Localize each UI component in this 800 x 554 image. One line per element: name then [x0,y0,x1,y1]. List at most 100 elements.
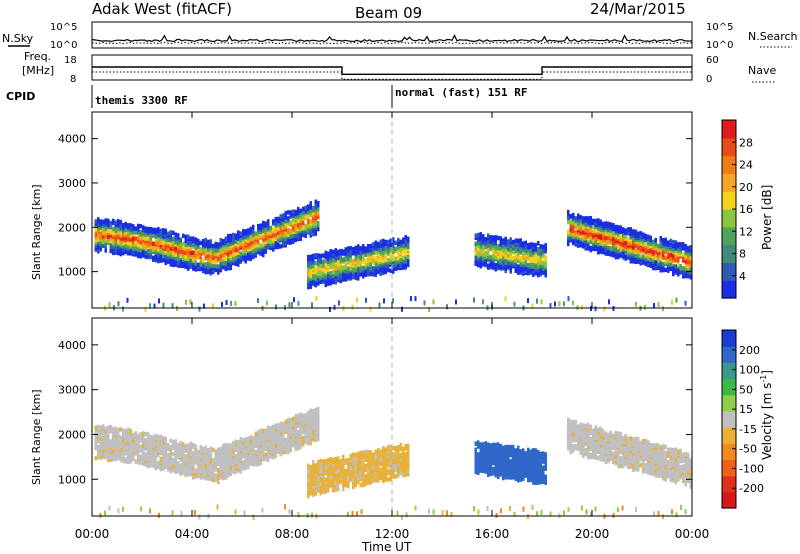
power-speckle [153,303,156,309]
velocity-cell [384,461,387,466]
power-cell [372,242,375,247]
power-cell [632,229,635,234]
power-cell [287,216,290,221]
velocity-cell [154,433,157,438]
velocity-cell [152,443,155,448]
power-cell [189,246,192,251]
power-cell [397,241,400,247]
power-speckle [513,301,516,307]
velocity-cell [287,417,290,423]
power-cell [679,242,682,247]
power-cell [624,256,627,261]
power-cell [252,224,255,230]
velocity-cell [479,458,482,463]
velocity-cell [249,435,252,440]
velocity-cell [259,440,262,445]
power-cell [289,210,292,215]
velocity-cell [327,458,330,463]
noise-tick-high-right: 10^5 [706,22,733,33]
velocity-cell [332,471,335,477]
velocity-cell [359,450,362,456]
power-cell [112,250,115,256]
velocity-cell [227,443,230,448]
velocity-cell [112,432,115,438]
velocity-cell [482,442,485,447]
power-cell [332,261,335,267]
velocity-cell [252,460,255,465]
velocity-cell [362,450,365,455]
velocity-cell [499,443,502,449]
power-speckle [549,303,552,309]
y-tick-label: 1000 [58,266,86,279]
velocity-cell [292,428,295,434]
power-cell [664,237,667,243]
velocity-cell [567,445,570,451]
power-cell [359,246,362,251]
velocity-cell [479,466,482,471]
velocity-cell [212,457,215,463]
power-cell [627,227,630,232]
power-speckle [225,300,228,305]
power-cell [192,242,195,247]
power-cell [277,230,280,236]
power-cell [662,237,665,243]
power-cell [529,248,532,253]
power-speckle [531,303,534,309]
power-cell [237,240,240,245]
velocity-cell [329,463,332,468]
power-cell [317,257,320,262]
power-cell [517,238,520,243]
power-cell [107,228,110,234]
power-cell [242,241,245,246]
power-speckle [311,302,313,308]
velocity-cell [522,448,525,453]
power-cell [367,244,370,249]
velocity-cell [109,429,112,434]
velocity-cell [267,425,270,430]
date-title: 24/Mar/2015 [590,0,686,18]
velocity-cell [119,453,122,458]
velocity-cell [264,444,267,449]
velocity-cell [254,431,257,437]
velocity-cell [377,448,380,453]
power-cell [579,243,582,248]
power-cell [299,226,302,232]
velocity-cell [134,431,137,436]
velocity-cell [129,455,132,460]
power-cell [309,254,312,259]
velocity-cell [109,425,112,430]
power-cell [624,234,627,239]
power-cell [219,249,222,255]
power-cell [582,216,585,221]
power-cell [117,244,120,250]
velocity-cell [147,435,150,441]
velocity-cell [277,449,280,454]
power-cell [359,272,362,277]
velocity-cell [317,406,320,412]
velocity-cell [229,443,232,448]
power-cell [202,258,205,264]
power-cell [272,233,275,238]
power-cell [297,206,300,212]
power-cell [172,230,175,236]
power-cell [354,245,357,251]
power-cell [299,208,302,214]
velocity-cell [254,449,257,455]
power-cell [294,237,297,243]
power-speckle [383,298,385,304]
power-cell [249,250,252,256]
velocity-cell [204,457,207,463]
power-cell [237,258,240,263]
power-cell [197,254,200,260]
power-cell [152,233,155,238]
power-cell [347,246,350,251]
velocity-cell [109,439,112,444]
power-speckle [162,302,165,308]
velocity-cell [162,436,165,441]
velocity-cell [139,460,142,465]
power-speckle [221,301,223,307]
power-cell [664,249,667,255]
velocity-cell [222,469,225,475]
power-cell [687,259,690,265]
power-speckle [504,296,507,302]
